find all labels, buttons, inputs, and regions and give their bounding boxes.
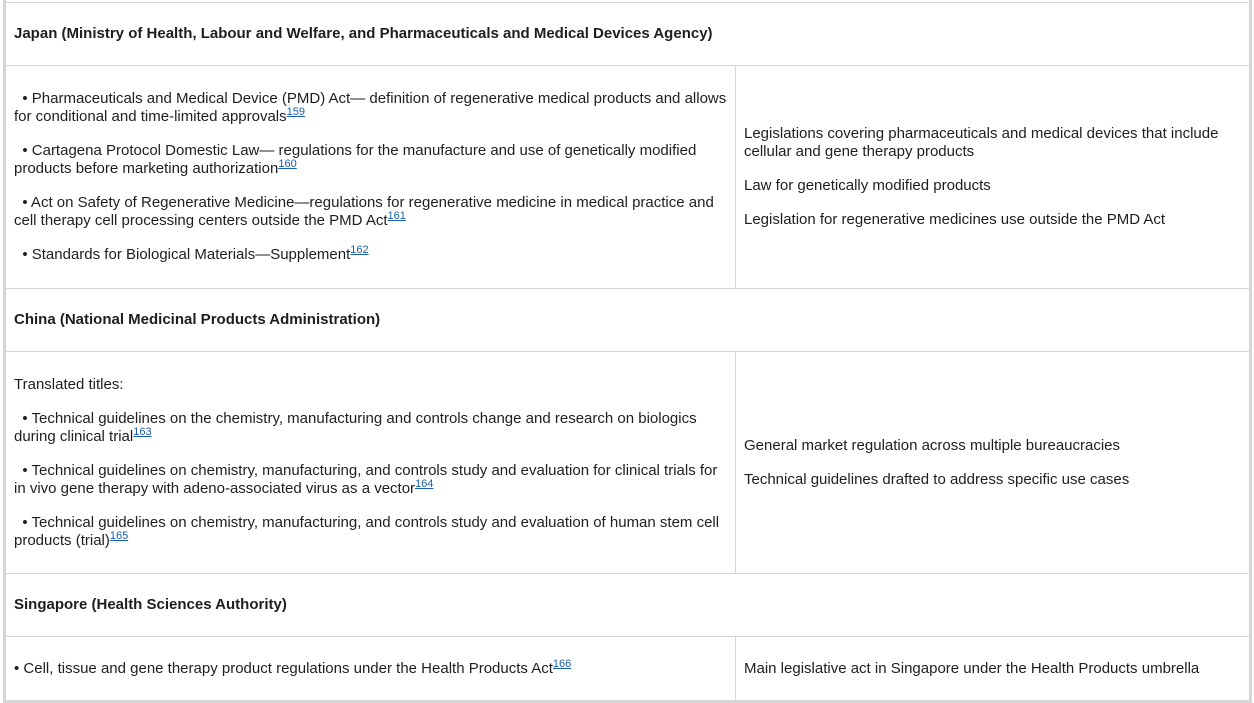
- regulation-item: • Cartagena Protocol Domestic Law— regul…: [14, 142, 729, 178]
- notes-cell: General market regulation across multipl…: [735, 351, 1251, 574]
- reference-link[interactable]: 160: [278, 158, 297, 170]
- regulation-item: • Technical guidelines on chemistry, man…: [14, 514, 729, 550]
- regulation-text: • Pharmaceuticals and Medical Device (PM…: [14, 90, 731, 125]
- note-text: General market regulation across multipl…: [744, 436, 1121, 454]
- country-header-row: Singapore (Health Sciences Authority): [4, 573, 1251, 637]
- intro-text: Translated titles:: [14, 375, 124, 393]
- reference-link[interactable]: 163: [133, 425, 152, 438]
- regulation-row: • Pharmaceuticals and Medical Device (PM…: [4, 65, 1251, 289]
- regulation-item: • Act on Safety of Regenerative Medicine…: [14, 194, 729, 230]
- regulations-cell: • Pharmaceuticals and Medical Device (PM…: [4, 65, 736, 289]
- reference-link[interactable]: 162: [350, 244, 369, 256]
- notes-cell: Legislations covering pharmaceuticals an…: [735, 65, 1251, 289]
- reference-link[interactable]: 165: [109, 529, 129, 542]
- note-text: Law for genetically modified products: [744, 177, 991, 194]
- regulation-text: • Cartagena Protocol Domestic Law— regul…: [14, 142, 701, 177]
- regulation-row: Translated titles: • Technical guideline…: [4, 351, 1251, 574]
- regulation-text: • Standards for Biological Materials—Sup…: [14, 246, 351, 263]
- regulation-item: • Technical guidelines on chemistry, man…: [14, 462, 729, 498]
- note-text: Legislation for regenerative medicines u…: [744, 211, 1166, 228]
- reference-link[interactable]: 166: [552, 657, 572, 670]
- regulation-item: • Cell, tissue and gene therapy product …: [14, 657, 729, 678]
- regulation-item: • Technical guidelines on the chemistry,…: [14, 410, 729, 446]
- country-heading: Japan (Ministry of Health, Labour and We…: [4, 2, 1251, 66]
- regulations-cell: • Cell, tissue and gene therapy product …: [4, 636, 736, 702]
- regulations-cell: Translated titles: • Technical guideline…: [4, 351, 736, 574]
- reference-link[interactable]: 159: [286, 106, 305, 118]
- regulation-row: • Cell, tissue and gene therapy product …: [4, 636, 1251, 702]
- regulation-text: • Technical guidelines on chemistry, man…: [14, 513, 724, 549]
- reference-link[interactable]: 164: [415, 477, 434, 490]
- country-header-row: China (National Medicinal Products Admin…: [4, 288, 1251, 352]
- country-heading: China (National Medicinal Products Admin…: [4, 288, 1251, 352]
- note-text: Legislations covering pharmaceuticals an…: [744, 125, 1219, 160]
- regulation-text: • Cell, tissue and gene therapy product …: [14, 659, 553, 677]
- reference-link[interactable]: 161: [387, 210, 406, 222]
- regulation-table: Japan (Ministry of Health, Labour and We…: [3, 0, 1252, 703]
- regulation-text: • Technical guidelines on the chemistry,…: [14, 409, 701, 445]
- regulation-text: • Technical guidelines on chemistry, man…: [14, 461, 722, 497]
- country-header-row: Japan (Ministry of Health, Labour and We…: [4, 2, 1251, 66]
- regulation-text: • Act on Safety of Regenerative Medicine…: [14, 194, 718, 229]
- note-text: Technical guidelines drafted to address …: [744, 470, 1130, 488]
- regulation-item: • Standards for Biological Materials—Sup…: [14, 244, 729, 264]
- note-text: Main legislative act in Singapore under …: [744, 659, 1200, 677]
- regulation-item: • Pharmaceuticals and Medical Device (PM…: [14, 90, 729, 126]
- country-heading: Singapore (Health Sciences Authority): [4, 573, 1251, 637]
- notes-cell: Main legislative act in Singapore under …: [735, 636, 1251, 702]
